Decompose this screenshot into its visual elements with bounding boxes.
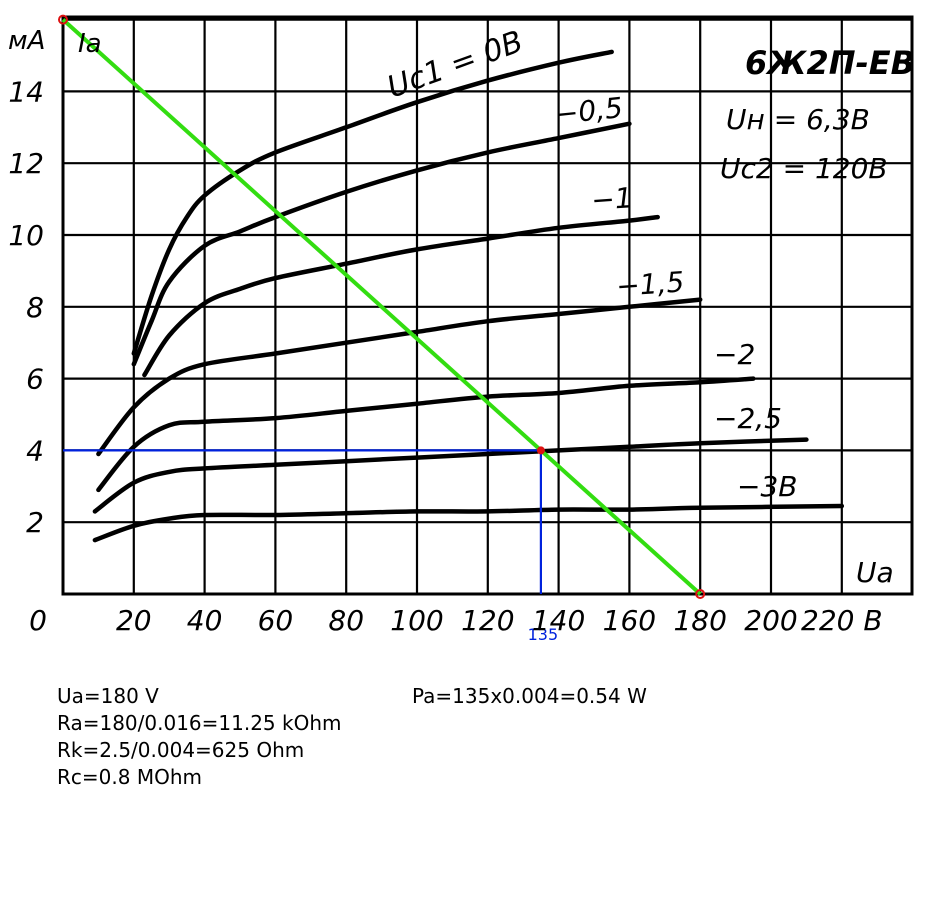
x-tick-label: 140 xyxy=(532,604,585,637)
series-curve xyxy=(131,49,614,356)
x-axis-symbol: Ua xyxy=(856,556,894,589)
x-tick-label: 200 xyxy=(744,604,797,637)
series-curve xyxy=(92,503,845,543)
series-curve xyxy=(96,376,756,493)
series-curve xyxy=(96,297,703,457)
series-labels: Uc1 = 0В −0,5 −1 −1,5 −2 −2,5 −3В xyxy=(383,24,798,503)
x-tick-label: 160 xyxy=(603,604,656,637)
chart-frame xyxy=(61,15,914,596)
y-tick-label: 4 xyxy=(26,434,44,467)
chart-labels: мА Ia Ua 6Ж2П-ЕВ Uн = 6,3В Uc2 = 120В xyxy=(8,26,915,589)
tick-labels: 0 20 40 60 80 100 120 140 160 180 200 220 В 2 4 6 8 10 12… xyxy=(8,75,882,637)
operating-point-marker xyxy=(536,446,545,455)
x-tick-label: 100 xyxy=(390,604,443,637)
series-label: −1 xyxy=(590,181,633,217)
x-tick-label: 20 xyxy=(116,604,152,637)
load-line-start-marker xyxy=(58,14,68,25)
plot-border xyxy=(61,15,914,596)
load-line-overlay: 135 xyxy=(58,14,706,644)
load-line xyxy=(61,18,702,596)
condition-heater-voltage: Uн = 6,3В xyxy=(726,103,870,136)
y-axis-symbol: Ia xyxy=(78,29,102,59)
calculation-block-left: Ua=180 V Ra=180/0.016=11.25 kOhm Rk=2.5/… xyxy=(57,683,342,791)
y-tick-label: 14 xyxy=(8,75,44,108)
series-label: −2 xyxy=(714,338,755,371)
x-tick-label: 220 В xyxy=(801,604,883,637)
cathode-resistance-text: Rk=2.5/0.004=625 Ohm xyxy=(57,738,305,762)
x-tick-label: 40 xyxy=(187,604,223,637)
series-curve xyxy=(92,437,809,514)
condition-screen-voltage: Uc2 = 120В xyxy=(720,152,888,185)
y-tick-label: 6 xyxy=(26,363,44,396)
series-label: −3В xyxy=(737,470,797,503)
series-label: −0,5 xyxy=(553,91,624,131)
anode-power-text: Pa=135x0.004=0.54 W xyxy=(412,684,647,708)
series-label: −2,5 xyxy=(714,402,782,435)
y-tick-label: 2 xyxy=(26,506,44,539)
grid-resistance-text: Rc=0.8 MOhm xyxy=(57,765,202,789)
series-curve xyxy=(142,214,660,378)
series-label: Uc1 = 0В xyxy=(383,24,528,105)
series-label: −1,5 xyxy=(615,265,685,303)
y-tick-label: 8 xyxy=(26,291,44,324)
x-tick-label: 120 xyxy=(461,604,514,637)
calculation-block-right: Pa=135x0.004=0.54 W xyxy=(412,683,647,710)
y-tick-label: 12 xyxy=(8,147,44,180)
load-line-end-marker xyxy=(695,589,706,599)
x-tick-label: 180 xyxy=(673,604,726,637)
x-tick-label: 80 xyxy=(328,604,364,637)
series-curve xyxy=(131,121,632,367)
anode-resistance-text: Ra=180/0.016=11.25 kOhm xyxy=(57,711,342,735)
anode-characteristics-chart: 135 мА Ia Ua 6Ж2П-ЕВ Uн = 6,3В Uc2 = 120… xyxy=(8,14,915,644)
y-unit-label: мА xyxy=(8,26,45,56)
characteristic-curves xyxy=(92,49,845,543)
chart-title: 6Ж2П-ЕВ xyxy=(745,44,915,82)
x-tick-label: 60 xyxy=(258,604,294,637)
x-tick-label: 0 xyxy=(29,604,47,637)
anode-voltage-text: Ua=180 V xyxy=(57,684,159,708)
operating-point-voltage-label: 135 xyxy=(528,625,559,644)
y-tick-label: 10 xyxy=(8,219,44,252)
